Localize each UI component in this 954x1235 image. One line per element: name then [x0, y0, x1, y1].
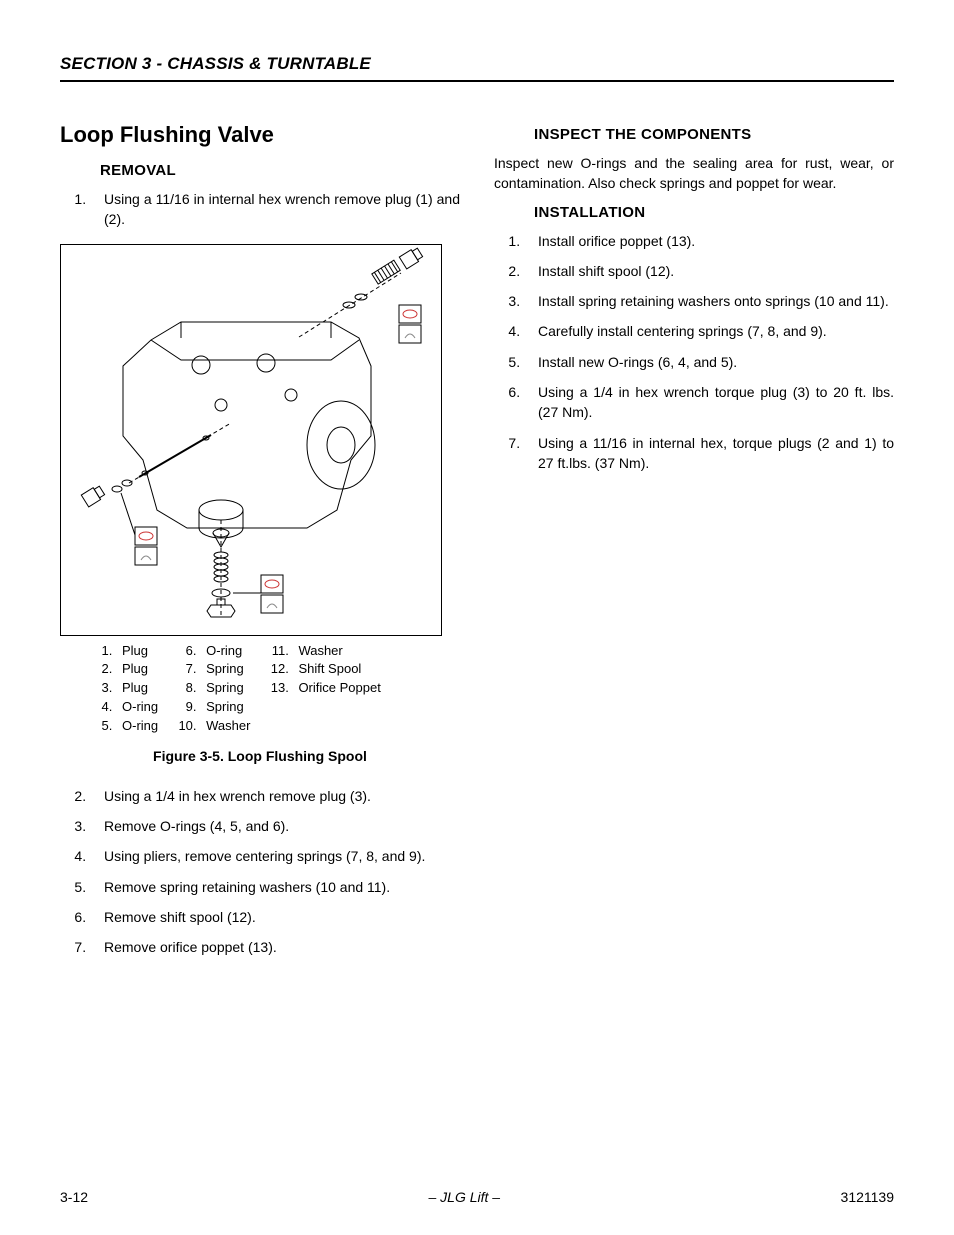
removal-step: Remove orifice poppet (13).	[90, 937, 460, 957]
legend-item: Washer	[292, 642, 380, 661]
heading-installation: INSTALLATION	[534, 204, 894, 221]
legend-item: Spring	[200, 660, 250, 679]
removal-steps-top: Using a 11/16 in internal hex wrench rem…	[60, 189, 460, 230]
legend-item: Orifice Poppet	[292, 679, 380, 698]
removal-step: Using pliers, remove centering springs (…	[90, 846, 460, 866]
removal-step: Using a 11/16 in internal hex wrench rem…	[90, 189, 460, 230]
callout-icon	[399, 305, 421, 343]
right-column: INSPECT THE COMPONENTS Inspect new O-rin…	[494, 122, 894, 972]
legend-item: Plug	[116, 642, 158, 661]
removal-steps-rest: Using a 1/4 in hex wrench remove plug (3…	[60, 786, 460, 958]
footer-page-number: 3-12	[60, 1189, 88, 1205]
legend-col-b: O-ring Spring Spring Spring Washer	[180, 642, 250, 736]
heading-removal: REMOVAL	[100, 162, 460, 179]
footer-doc-number: 3121139	[841, 1189, 894, 1205]
legend-item: Spring	[200, 679, 250, 698]
heading-inspect: INSPECT THE COMPONENTS	[534, 126, 894, 143]
legend-item: Spring	[200, 698, 250, 717]
title-loop-flushing-valve: Loop Flushing Valve	[60, 122, 460, 148]
install-step: Using a 11/16 in internal hex, torque pl…	[524, 433, 894, 474]
section-header: SECTION 3 - CHASSIS & TURNTABLE	[60, 54, 894, 82]
figure-caption: Figure 3-5. Loop Flushing Spool	[60, 748, 460, 764]
legend-item: O-ring	[116, 717, 158, 736]
installation-steps: Install orifice poppet (13). Install shi…	[494, 231, 894, 474]
callout-icon	[261, 575, 283, 613]
legend-col-a: Plug Plug Plug O-ring O-ring	[96, 642, 158, 736]
inspect-paragraph: Inspect new O-rings and the sealing area…	[494, 153, 894, 194]
removal-step: Remove O-rings (4, 5, and 6).	[90, 816, 460, 836]
page-footer: 3-12 – JLG Lift – 3121139	[60, 1189, 894, 1205]
figure-box	[60, 244, 442, 636]
loop-flushing-spool-diagram	[61, 245, 441, 635]
install-step: Install new O-rings (6, 4, and 5).	[524, 352, 894, 372]
removal-step: Remove spring retaining washers (10 and …	[90, 877, 460, 897]
legend-item: O-ring	[116, 698, 158, 717]
callout-icon	[135, 527, 157, 565]
install-step: Install spring retaining washers onto sp…	[524, 291, 894, 311]
legend-item: Plug	[116, 660, 158, 679]
legend-item: Plug	[116, 679, 158, 698]
legend-item: Washer	[200, 717, 250, 736]
footer-brand: – JLG Lift –	[428, 1189, 500, 1205]
install-step: Carefully install centering springs (7, …	[524, 321, 894, 341]
left-column: Loop Flushing Valve REMOVAL Using a 11/1…	[60, 122, 460, 972]
install-step: Install orifice poppet (13).	[524, 231, 894, 251]
install-step: Install shift spool (12).	[524, 261, 894, 281]
removal-step: Using a 1/4 in hex wrench remove plug (3…	[90, 786, 460, 806]
legend-item: Shift Spool	[292, 660, 380, 679]
removal-step: Remove shift spool (12).	[90, 907, 460, 927]
legend-col-c: Washer Shift Spool Orifice Poppet	[272, 642, 380, 736]
figure-legend: Plug Plug Plug O-ring O-ring O-ring Spri…	[96, 642, 460, 736]
legend-item: O-ring	[200, 642, 250, 661]
install-step: Using a 1/4 in hex wrench torque plug (3…	[524, 382, 894, 423]
